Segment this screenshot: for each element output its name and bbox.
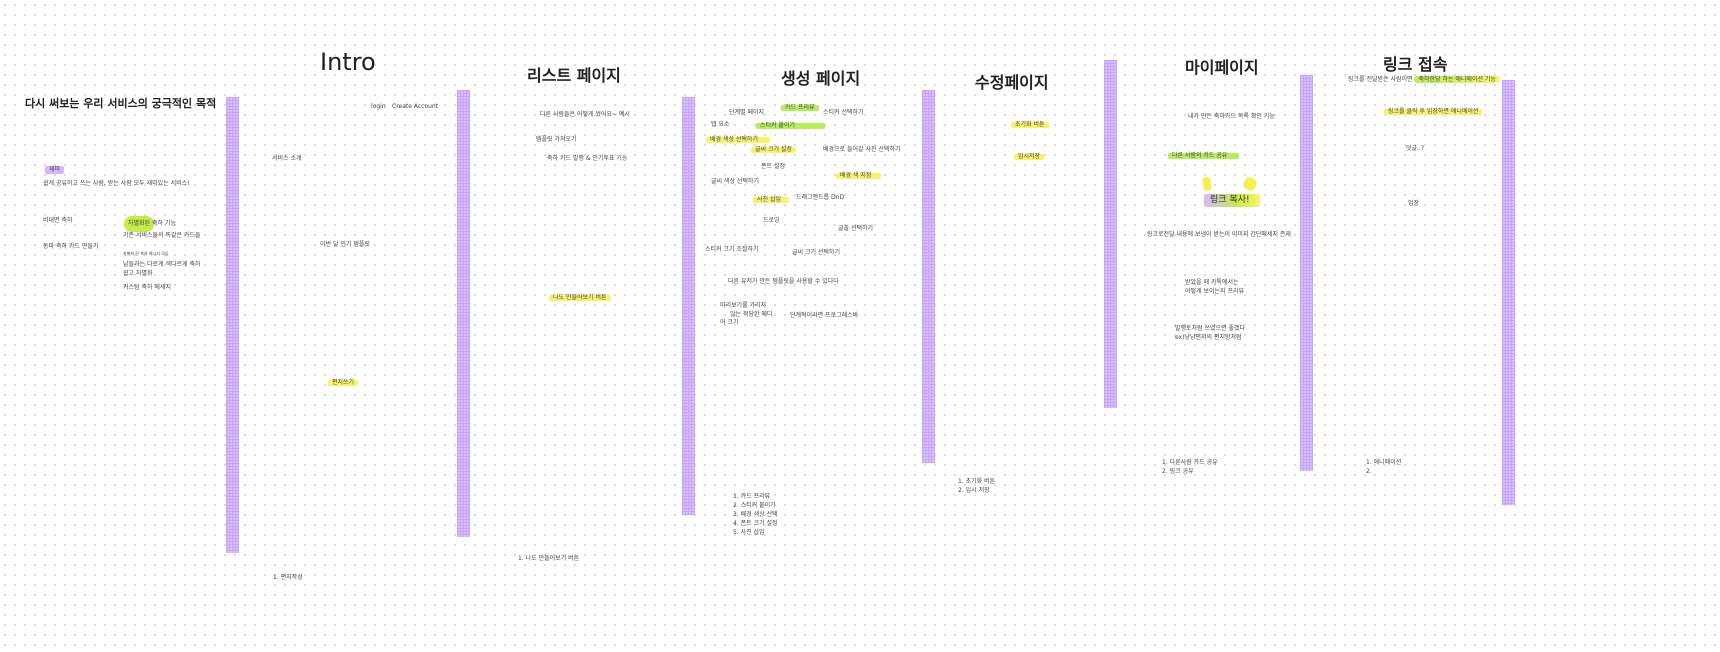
note: 배경 색 지정 xyxy=(836,172,882,181)
highlight-mark xyxy=(1241,175,1259,193)
list-item: 3. 배경 색상 선택 xyxy=(733,511,778,518)
note: 템플릿 가져오기 xyxy=(536,136,577,143)
list-item: 1. 다른사람 카드 공유 xyxy=(1162,459,1218,466)
note-goal: 쉽게 공유하고 쓰는 사람, 받는 사람 모두 재미있는 서비스! xyxy=(43,180,190,187)
note-part: 링크를 전달받은 사람이면 xyxy=(1348,76,1415,83)
note: ex)냥냥편지의 편지함처럼 xyxy=(1175,334,1242,341)
note-same: 기존 서비스들의 똑같은 카드들 xyxy=(123,232,201,239)
list-item: 1. 초기화 버튼 xyxy=(958,478,996,485)
section-divider xyxy=(1300,75,1313,471)
note-diff: 차별화된 축하 기능 xyxy=(128,220,176,227)
intro-title: Intro xyxy=(320,48,376,76)
note: 않는 적당한 메디 xyxy=(730,311,773,318)
note: 사진 삽입 xyxy=(753,196,789,205)
note-write: 편지쓰기 xyxy=(328,379,359,388)
note: 폰트 설정 xyxy=(761,163,785,170)
note-fun: 재미 xyxy=(45,166,65,175)
note: 글씨 색상 선택하기 xyxy=(711,178,759,185)
note: 나도 만들어보기 버튼 xyxy=(549,294,611,303)
note: 글꼴 선택하기 xyxy=(838,225,874,232)
note: 탭 요소 xyxy=(711,121,730,128)
note: 링크를 클릭 후 입장하면 애니메이션 xyxy=(1384,108,1483,117)
note-small: 차별화 된 축하 메시지 모임 xyxy=(123,251,169,256)
section-divider xyxy=(226,97,239,553)
highlight-mark xyxy=(1201,176,1213,192)
note: 어떻게 보이는지 프리뷰 xyxy=(1185,288,1245,295)
note: 다른 사람들은 어떻게 썼어요~ 예시 xyxy=(540,111,630,118)
list-item: 2. 임시 저장 xyxy=(958,487,990,494)
note: 덧글..? xyxy=(1406,145,1425,152)
list-item: 1. 편지작성 xyxy=(273,574,303,581)
note-untact: 비대면 축하 xyxy=(43,217,73,224)
note: 다른 사람의 카드 공유 xyxy=(1168,152,1240,161)
note: 초기화 버튼 xyxy=(1011,121,1049,130)
section-divider xyxy=(1502,80,1515,505)
note: 링크를 전달받은 사람이면 축하한당 하는 애니메이션 기능 xyxy=(1348,76,1500,84)
note: 임시저장 xyxy=(1014,153,1045,162)
link-title: 링크 접속 xyxy=(1383,55,1448,74)
note-custom: 커스텀 축하 메세지 xyxy=(123,284,171,291)
note: 내가 만든 축하카드 목록 확인 기능 xyxy=(1188,113,1275,120)
list-item: 1. 애니메이션 xyxy=(1366,459,1402,466)
note-make: 동파 축하 카드 만들기 xyxy=(43,243,99,250)
note: 스티커 붙이기 xyxy=(756,122,826,131)
note-other1: 남들과는 다르게 색다르게 축하 xyxy=(123,261,201,268)
note: 축하 카드 발행 & 인기투표 기능 xyxy=(547,155,628,162)
note: 배경으로 들어갈 사진 선택하기 xyxy=(823,146,901,153)
note: 발행토처럼 쓰였으면 좋겠다 xyxy=(1175,325,1246,332)
note: 입장 xyxy=(1408,200,1420,207)
note-popular: 이번 달 인기 템플릿 xyxy=(320,241,370,248)
note: 글씨 크기 설정 xyxy=(751,146,796,155)
section-divider xyxy=(922,90,935,463)
login-link[interactable]: login xyxy=(371,103,386,110)
note: 드로잉 xyxy=(763,217,780,224)
note: 스티커 크기 조절하기 xyxy=(705,246,759,253)
purpose-title: 다시 써보는 우리 서비스의 궁극적인 목적 xyxy=(25,97,217,110)
section-divider xyxy=(682,97,695,515)
note-other2: 쉽고 차별화 xyxy=(123,270,153,277)
list-item: 5. 사진 삽입 xyxy=(733,529,765,536)
highlight-mark xyxy=(124,216,154,232)
note: 글씨 크기 선택하기 xyxy=(792,249,840,256)
note-part: 축하한당 하는 애니메이션 기능 xyxy=(1414,76,1500,83)
note: 받았을 때 카톡에서는 xyxy=(1185,279,1239,286)
note: 카드 프리뷰 xyxy=(781,104,819,113)
list-title: 리스트 페이지 xyxy=(527,66,621,85)
list-item: 2. 링크 공유 xyxy=(1162,468,1194,475)
section-divider xyxy=(1104,60,1117,408)
list-item: 2. xyxy=(1366,468,1372,475)
section-divider xyxy=(457,90,470,537)
note: 배경 색상 선택하기 xyxy=(706,136,770,145)
note: 드래그앤드롭 DnD xyxy=(796,194,845,201)
note: 미리보기를 가리지 xyxy=(720,302,767,309)
list-item: 2. 스티커 붙이기 xyxy=(733,502,776,509)
mypage-title: 마이페이지 xyxy=(1185,58,1259,77)
note: 스티커 선택하기 xyxy=(823,109,864,116)
note-service: 서비스 소개 xyxy=(272,155,302,162)
list-item: 1. 카드 프리뷰 xyxy=(733,493,771,500)
note-copy-link: 링크 복사! xyxy=(1204,194,1260,207)
note: 단계적이라면 프로그레스바 xyxy=(790,312,859,319)
edit-title: 수정페이지 xyxy=(975,73,1049,92)
note: 링크로전달 내용에 보낸이 받는이 이미지 간단메세지 존재 xyxy=(1147,231,1291,238)
note: 단계별 페이지 xyxy=(729,109,765,116)
list-item: 1. 나도 만들어보기 버튼 xyxy=(518,555,580,562)
note: 다른 유저가 만든 템플릿을 사용할 수 있다다 xyxy=(728,278,839,285)
create-account-link[interactable]: Create Account xyxy=(392,103,439,110)
note: 어 크기 xyxy=(720,319,739,326)
create-title: 생성 페이지 xyxy=(781,69,861,88)
list-item: 4. 폰트 크기 설정 xyxy=(733,520,778,527)
